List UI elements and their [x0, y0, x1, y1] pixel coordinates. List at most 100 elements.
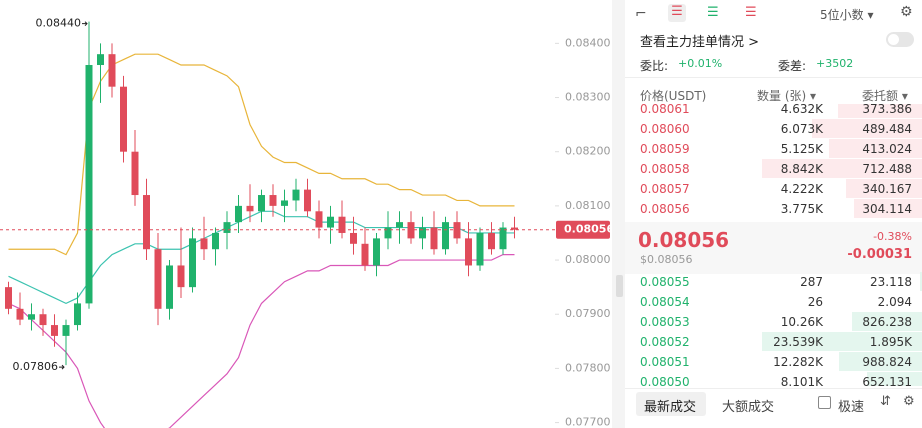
depth-bar — [852, 312, 922, 331]
candle-body — [453, 222, 461, 239]
quantity: 3.775K — [780, 202, 823, 216]
icon[interactable]: ⚙ — [903, 394, 915, 409]
quantity: 4.632K — [780, 104, 823, 116]
amount: 340.167 — [862, 182, 912, 196]
amount: 23.118 — [870, 275, 912, 289]
title-link[interactable]: 查看主力挂单情况 > — [640, 35, 760, 50]
candle-body — [85, 65, 93, 304]
depth-bar — [812, 119, 922, 138]
depth-bar — [838, 104, 922, 118]
collapse-tab[interactable] — [616, 275, 623, 297]
candle-body — [131, 151, 139, 196]
candle-body — [258, 195, 265, 212]
last-price: 0.08056 — [638, 228, 730, 252]
last-price-box — [556, 220, 610, 239]
candle-body — [476, 232, 484, 266]
candle-body — [361, 243, 369, 266]
amount: 489.484 — [862, 122, 912, 136]
icon[interactable]: ☰ — [707, 5, 719, 20]
candle-body — [166, 265, 173, 309]
title: 查看主力挂单情况 — [640, 35, 745, 50]
last-price-label: 0.08056 — [564, 223, 612, 236]
change: -0.00031 — [847, 247, 912, 262]
depth-bar — [853, 199, 922, 218]
y-tick-label: 0.08100 — [565, 199, 611, 212]
candle-body — [235, 205, 242, 223]
col-amount-label: 委托额 — [862, 89, 899, 103]
candle-body — [292, 189, 300, 201]
candle-body — [246, 205, 254, 212]
candle-body — [499, 227, 507, 250]
quantity: 26 — [807, 295, 823, 309]
y-tick-label: 0.08400 — [565, 36, 611, 49]
price: 0.08061 — [640, 104, 690, 116]
separator — [625, 388, 922, 389]
candle-body — [223, 222, 231, 233]
candle-body — [281, 200, 288, 206]
amount: 988.824 — [862, 355, 912, 369]
icon[interactable]: ⇵ — [880, 394, 891, 409]
toggle[interactable] — [886, 32, 914, 47]
low-label: 0.07806 — [13, 360, 59, 373]
depth-bar — [762, 332, 922, 351]
mid-bg — [625, 222, 922, 274]
y-tick-label: 0.08300 — [565, 91, 611, 104]
amount: 652.131 — [862, 375, 912, 386]
settings-icon[interactable]: ⚙ — [900, 4, 913, 20]
depth-bar — [866, 372, 922, 386]
price: 0.08051 — [640, 355, 690, 369]
ratio: +0.01% — [678, 57, 723, 70]
candle-body — [154, 249, 162, 309]
candle-body — [16, 308, 24, 320]
y-tick-label: 0.07900 — [565, 307, 611, 320]
depth-bar — [845, 179, 922, 198]
amount: 1.895K — [869, 335, 912, 349]
candle-body — [51, 325, 58, 336]
price: 0.08058 — [640, 162, 690, 176]
icon[interactable]: ☰ — [745, 5, 757, 20]
candle-body — [212, 232, 219, 250]
change-pct: -0.38% — [873, 230, 912, 243]
candle-body — [407, 222, 415, 239]
candle-body — [5, 287, 12, 309]
icon[interactable]: ☰ — [668, 4, 686, 22]
high-arrow — [82, 21, 88, 27]
diff-label: 委差: — [778, 59, 807, 73]
price: 0.08056 — [640, 202, 690, 216]
tab-large[interactable]: 大额成交 — [722, 400, 775, 415]
icon[interactable]: ⌐ — [635, 6, 647, 22]
candle-body — [315, 211, 323, 228]
amount: 826.238 — [862, 315, 912, 329]
price: 0.08052 — [640, 335, 690, 349]
quantity: 5.125K — [780, 142, 823, 156]
depth-bar — [920, 272, 922, 291]
price: 0.08059 — [640, 142, 690, 156]
candle-body — [373, 238, 380, 266]
candle-body — [419, 227, 426, 239]
candle-body — [97, 54, 104, 66]
candle-body — [28, 314, 35, 320]
candle-body — [39, 314, 47, 326]
last-usd: $0.08056 — [640, 253, 693, 266]
fast-label: 极速 — [838, 400, 865, 415]
price: 0.08054 — [640, 295, 690, 309]
candle-body — [396, 222, 403, 228]
candle-body — [108, 54, 116, 87]
depth-bar — [829, 139, 922, 158]
chart: 0.08400 0.08300 0.08200 0.08100 0.08000 0.079… — [0, 17, 612, 428]
col-amount[interactable]: 委托额 ▾ — [862, 89, 908, 103]
quantity: 23.539K — [773, 335, 823, 349]
price: 0.08050 — [640, 375, 690, 386]
col-qty[interactable]: 数量 (张) ▾ — [757, 89, 817, 103]
candle-body — [327, 216, 334, 228]
decimals-select[interactable]: 5位小数 ▾ — [820, 8, 874, 22]
divider — [612, 0, 625, 428]
tab-bg[interactable] — [636, 392, 706, 416]
candle-body — [74, 303, 81, 326]
depth-bar — [838, 352, 922, 371]
tab-latest[interactable]: 最新成交 — [644, 400, 697, 415]
quantity: 12.282K — [773, 355, 823, 369]
checkbox[interactable] — [818, 396, 831, 409]
quantity: 287 — [800, 275, 823, 289]
